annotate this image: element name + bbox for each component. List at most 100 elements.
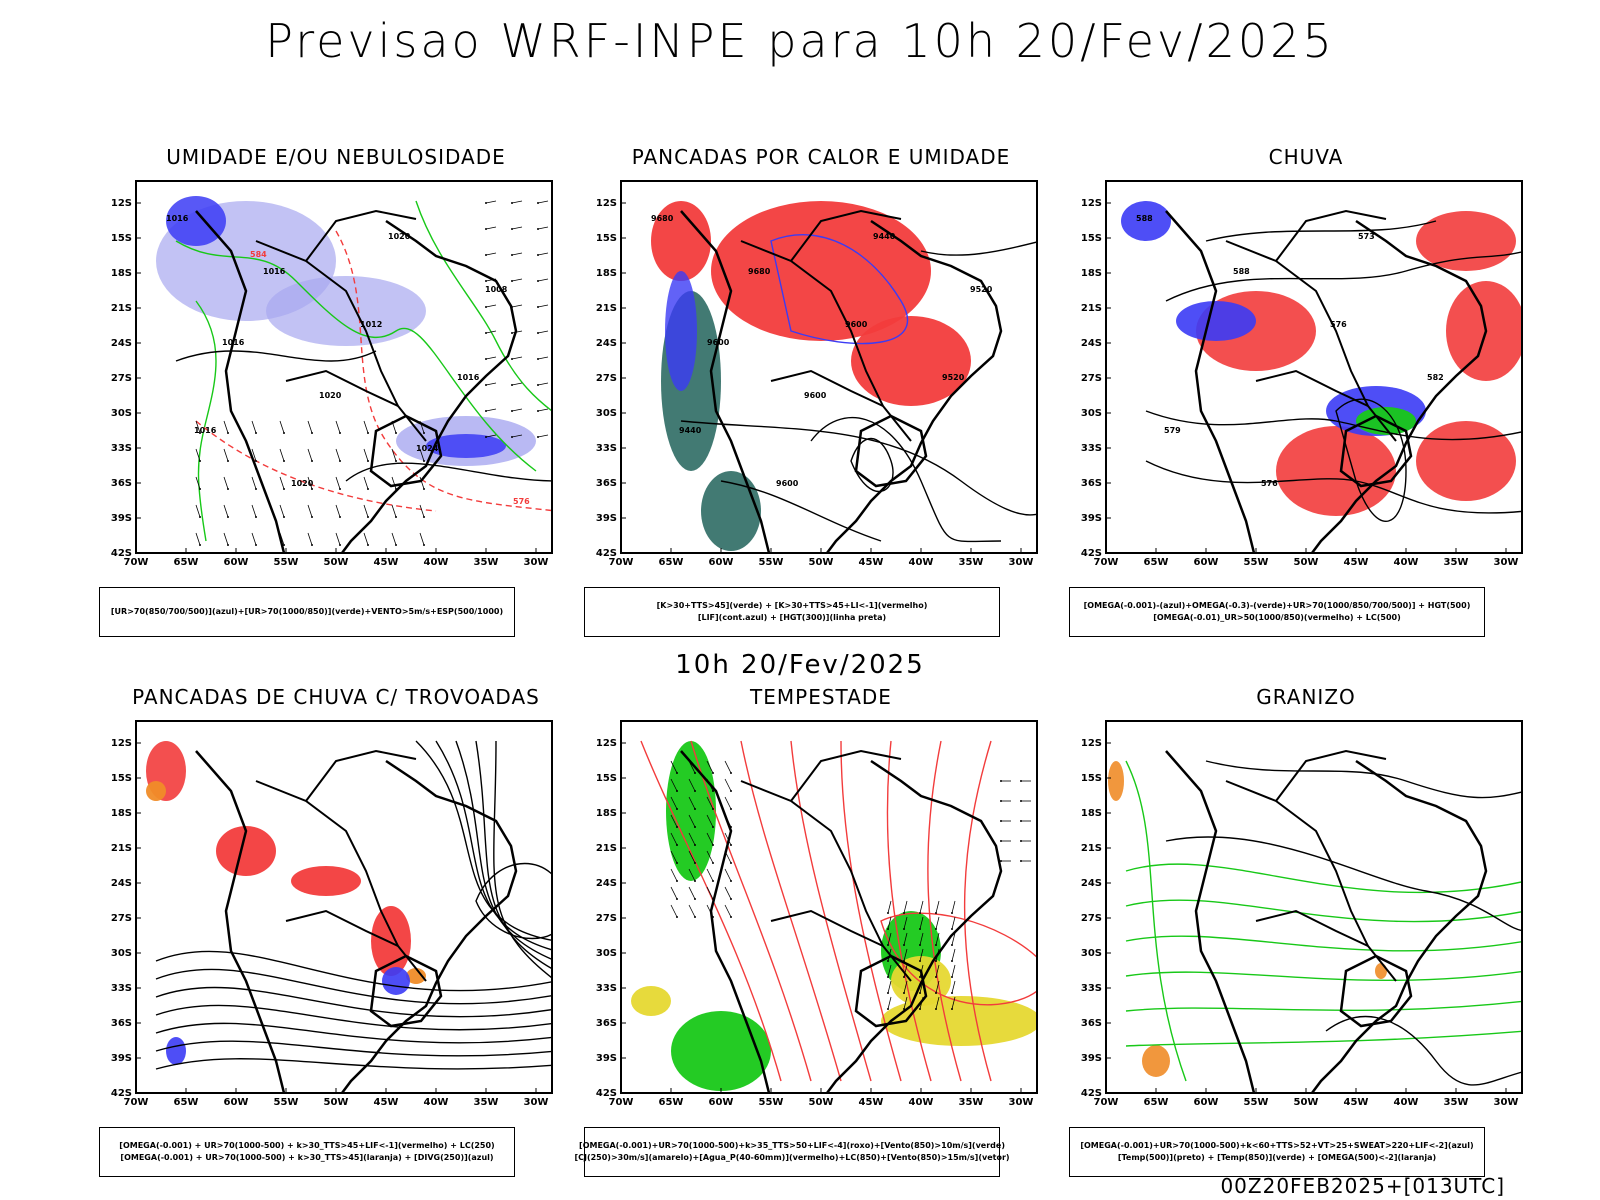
wind-vector-head xyxy=(1000,840,1002,842)
wind-vector-head xyxy=(1020,860,1022,862)
panel-title: GRANIZO xyxy=(1256,685,1356,709)
panel-legend: [OMEGA(-0.001)+UR>70(1000-500)+k<60+TTS>… xyxy=(1069,1127,1485,1177)
wind-vector-head xyxy=(694,844,696,846)
storm-area xyxy=(216,826,276,876)
wind-vector xyxy=(688,886,696,900)
wind-vector-head xyxy=(311,488,313,490)
wind-vector xyxy=(935,980,940,994)
wind-vector xyxy=(195,532,201,546)
wind-vector-head xyxy=(1000,800,1002,802)
wind-vector xyxy=(391,476,397,490)
lat-tick-label: 24S xyxy=(111,338,132,349)
wind-vector xyxy=(363,532,369,546)
wind-vector-head xyxy=(676,862,678,864)
contour-label: 588 xyxy=(1233,267,1250,276)
panel-tempestade: TEMPESTADE 12S 15S 18S 21S 24S 27S 30S 33S 36S 39S… xyxy=(574,685,1061,1177)
temp-500-contour xyxy=(1205,760,1522,799)
wind-vector xyxy=(419,476,425,490)
map-borders xyxy=(680,209,1003,553)
lat-tick-label: 15S xyxy=(111,233,132,244)
wind-vector xyxy=(195,476,201,490)
wind-vector xyxy=(935,900,940,914)
lat-tick-label: 42S xyxy=(596,1088,617,1099)
map-fields xyxy=(146,740,552,1093)
lat-tick-label: 27S xyxy=(111,913,132,924)
wind-vector xyxy=(935,916,940,930)
wind-vector-head xyxy=(283,516,285,518)
lat-tick-label: 18S xyxy=(596,808,617,819)
lat-tick-label: 12S xyxy=(111,198,132,209)
wind-vector-head xyxy=(485,254,487,256)
wind-vector xyxy=(670,868,678,882)
height-500-contour xyxy=(1145,410,1522,441)
wind-vector-head xyxy=(367,516,369,518)
wind-vector-head xyxy=(283,544,285,546)
legend-line: [K>30+TTS>45](verde) + [K>30+TTS>45+LI<-… xyxy=(656,601,928,610)
temp-850-contour xyxy=(1125,899,1522,923)
panel-title: PANCADAS DE CHUVA C/ TROVOADAS xyxy=(132,685,540,709)
streamline xyxy=(435,740,552,951)
wind-vector-head xyxy=(676,790,678,792)
wind-vector xyxy=(688,778,696,792)
contour-label: 9680 xyxy=(748,267,771,276)
contour-label: 9680 xyxy=(651,214,674,223)
streamline xyxy=(155,950,552,992)
border-line xyxy=(285,909,399,947)
wind-vector xyxy=(724,868,732,882)
wind-vector xyxy=(688,904,696,918)
lat-tick-label: 18S xyxy=(596,268,617,279)
wind-vector xyxy=(537,382,549,386)
forecast-map: 9680 9680 9600 9520 9440 9600 9440 9520 9600 9600… xyxy=(583,173,1043,573)
lat-tick-label: 12S xyxy=(596,198,617,209)
wind-vector xyxy=(251,504,257,518)
low-level-humidity-contour xyxy=(195,300,217,542)
map-borders xyxy=(1165,749,1488,1093)
lat-tick-label: 42S xyxy=(596,548,617,559)
lat-tick-label: 12S xyxy=(596,738,617,749)
lon-tick-label: 60W xyxy=(1194,557,1219,568)
contour-label: 576 xyxy=(513,497,530,506)
lon-tick-label: 40W xyxy=(424,557,449,568)
convective-area xyxy=(406,968,426,984)
wind-vector-head xyxy=(511,384,513,386)
page-title: Previsao WRF-INPE para 10h 20/Fev/2025 xyxy=(265,14,1335,68)
wind-vector xyxy=(251,532,257,546)
panel-title: TEMPESTADE xyxy=(750,685,892,709)
lat-tick-label: 39S xyxy=(596,513,617,524)
forecast-map: 12S 15S 18S 21S 24S 27S 30S 33S 36S 39S 42S 70W 65W 6… xyxy=(98,713,558,1113)
wind-vector-head xyxy=(199,544,201,546)
wind-vector-head xyxy=(511,332,513,334)
lon-tick-label: 30W xyxy=(524,557,549,568)
lat-tick-label: 30S xyxy=(1081,408,1102,419)
temp-850-contour xyxy=(1125,1030,1522,1047)
wind-vector-head xyxy=(367,488,369,490)
rain-area xyxy=(1416,211,1516,271)
streamline xyxy=(415,740,552,941)
wind-vector xyxy=(195,504,201,518)
lon-tick-label: 50W xyxy=(809,557,834,568)
wind-vector-head xyxy=(730,880,732,882)
wind-vector xyxy=(887,932,892,946)
wind-vector-head xyxy=(676,880,678,882)
height-500-contour xyxy=(1205,220,1437,242)
streamline-850 xyxy=(886,740,932,1082)
streamline xyxy=(475,740,552,970)
wind-vector xyxy=(511,304,523,308)
map-frame xyxy=(620,720,1038,1094)
map-svg: 588 588 576 582 579 576 573 12S 15S 18S 21S 24S 27S 3… xyxy=(1081,180,1523,568)
border-line xyxy=(1225,780,1397,982)
coastline xyxy=(1165,210,1256,553)
lat-tick-label: 27S xyxy=(1081,913,1102,924)
streamline xyxy=(155,1058,552,1070)
wind-vector xyxy=(887,996,892,1010)
wind-vector-head xyxy=(423,516,425,518)
wind-vector-head xyxy=(423,488,425,490)
lon-tick-label: 30W xyxy=(1494,1097,1519,1108)
wind-vector-head xyxy=(694,880,696,882)
wind-vector xyxy=(511,200,523,204)
wind-vector-head xyxy=(935,976,937,978)
wind-vector xyxy=(724,904,732,918)
wind-vector-head xyxy=(903,992,905,994)
coastline xyxy=(340,759,518,1093)
lon-tick-label: 55W xyxy=(759,1097,784,1108)
